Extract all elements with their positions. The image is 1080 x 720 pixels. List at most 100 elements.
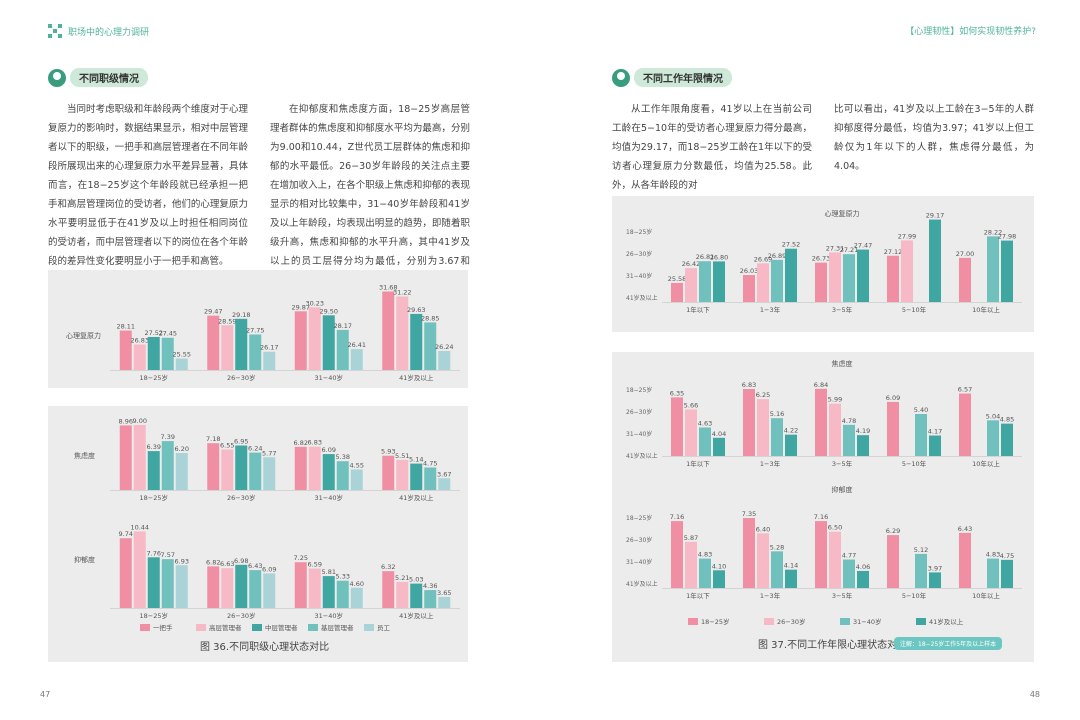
data-label: 9.00 <box>133 417 147 425</box>
bar-tenure-anxiety-2-0 <box>815 388 827 456</box>
bar-rank-depression-2-1 <box>308 568 321 608</box>
bar-tenure-resilience-4-2 <box>987 236 999 302</box>
bar-rank-depression-0-3 <box>161 559 174 608</box>
data-label: 5.38 <box>336 453 350 461</box>
legend-tenure: 18−25岁 26−30岁 31−40岁 41岁及以上 <box>688 617 964 626</box>
data-label: 5.87 <box>684 534 698 542</box>
bar-tenure-anxiety-1-2 <box>771 418 783 456</box>
chart-panel-tenure-resilience: 心理复原力 25.58 26.42 26.81 26.80 1年以下 26.03 26.69 2… <box>612 196 1034 332</box>
bar-rank-depression-3-4 <box>438 596 451 608</box>
data-label: 6.55 <box>220 442 234 450</box>
right-section-heading: 不同工作年限情况 <box>612 68 732 87</box>
bar-rank-anxiety-3-4 <box>438 478 451 490</box>
bar-rank-resilience-2-1 <box>308 307 321 370</box>
data-label: 31.22 <box>393 289 412 297</box>
x-tick-label: 5−10年 <box>902 459 927 468</box>
bar-tenure-anxiety-1-0 <box>743 388 755 456</box>
bar-tenure-anxiety-4-0 <box>959 393 971 456</box>
data-label: 27.47 <box>854 242 873 250</box>
bar-tenure-anxiety-4-2 <box>987 420 999 456</box>
x-tick-label: 1年以下 <box>686 591 710 600</box>
bar-tenure-resilience-2-3 <box>857 249 869 302</box>
bar-tenure-depression-2-0 <box>815 521 827 588</box>
data-label: 27.00 <box>956 250 975 258</box>
data-label: 5.12 <box>914 546 928 554</box>
header-left-title: 职场中的心理力调研 <box>68 27 150 38</box>
data-label: 5.03 <box>409 576 423 584</box>
y-tick-label: 31−40岁 <box>626 558 652 566</box>
bar-rank-depression-1-2 <box>235 564 248 608</box>
note-tag: 注解：18−25岁工作5年及以上样本 <box>894 637 1003 650</box>
legend-label: 基层管理者 <box>321 623 354 632</box>
data-label: 7.35 <box>742 510 756 518</box>
data-label: 28.85 <box>421 314 440 322</box>
data-label: 4.19 <box>856 427 870 435</box>
data-label: 6.83 <box>742 381 756 389</box>
bar-rank-anxiety-2-1 <box>308 446 321 490</box>
x-tick-label: 10年以上 <box>972 305 1000 314</box>
data-label: 30.23 <box>305 299 324 307</box>
chart-panel-rank-resilience: 心理复原力 28.11 26.83 27.52 27.45 25.55 18−25岁 29.4… <box>48 270 468 388</box>
x-tick-label: 5−10年 <box>902 305 927 314</box>
chart-panel-tenure-emotion: 焦虑度 6.35 5.66 4.63 4.04 1年以下 6.83 6.25 5.16 4.22 1… <box>612 352 1034 662</box>
x-tick-label: 10年以上 <box>972 591 1000 600</box>
bar-tenure-depression-3-2 <box>915 553 927 588</box>
legend-label: 高层管理者 <box>209 623 242 632</box>
bar-rank-resilience-3-0 <box>382 291 395 370</box>
data-label: 6.35 <box>670 389 684 397</box>
data-label: 28.59 <box>218 317 237 325</box>
data-label: 6.82 <box>294 439 308 447</box>
data-label: 6.98 <box>234 557 248 565</box>
person-icon <box>48 68 66 87</box>
legend-swatch <box>252 624 262 631</box>
data-label: 6.29 <box>886 527 900 535</box>
data-label: 7.25 <box>294 554 308 562</box>
right-paragraph-1: 从工作年限角度看，41岁以上在当前公司工龄在5−10年的受访者心理复原力得分最高… <box>612 104 812 191</box>
data-label: 6.40 <box>756 525 770 533</box>
bar-tenure-resilience-0-2 <box>699 261 711 302</box>
bar-rank-resilience-0-4 <box>175 358 188 370</box>
data-label: 5.14 <box>409 456 423 464</box>
bar-tenure-resilience-4-3 <box>1001 240 1013 302</box>
x-tick-label: 31−40岁 <box>315 493 344 502</box>
x-tick-label: 31−40岁 <box>315 373 344 382</box>
bar-tenure-resilience-2-0 <box>815 262 827 302</box>
chart-tenure-resilience: 心理复原力25.5826.4226.8126.801年以下26.0326.692… <box>626 209 1022 314</box>
data-label: 7.16 <box>670 513 684 521</box>
right-figure-caption: 图 37.不同工作年限心理状态对比 <box>758 640 908 651</box>
x-tick-label: 1年以下 <box>686 459 710 468</box>
bar-rank-depression-2-2 <box>322 576 335 608</box>
bar-rank-anxiety-0-3 <box>161 441 174 490</box>
data-label: 7.76 <box>147 549 161 557</box>
data-label: 6.59 <box>308 561 322 569</box>
data-label: 7.57 <box>161 551 175 559</box>
bar-rank-depression-3-1 <box>396 581 409 608</box>
x-tick-label: 18−25岁 <box>140 373 169 382</box>
legend-label: 18−25岁 <box>701 617 730 626</box>
bar-tenure-depression-1-3 <box>785 569 797 588</box>
data-label: 25.55 <box>172 351 191 359</box>
bar-tenure-resilience-0-3 <box>713 261 725 302</box>
bar-rank-depression-1-1 <box>221 568 234 608</box>
data-label: 5.04 <box>986 412 1000 420</box>
x-tick-label: 3−5年 <box>832 459 853 468</box>
bar-tenure-depression-4-0 <box>959 532 971 588</box>
data-label: 6.32 <box>381 563 395 571</box>
bar-tenure-anxiety-3-2 <box>915 414 927 456</box>
right-paragraph-2: 比可以看出，41岁及以上工龄在3−5年的人群抑郁度得分最低，均值为3.97；41… <box>834 104 1034 172</box>
bar-tenure-anxiety-0-1 <box>685 409 697 456</box>
data-label: 4.04 <box>712 430 726 438</box>
x-tick-label: 1年以下 <box>686 305 710 314</box>
bar-rank-anxiety-1-0 <box>207 443 220 490</box>
chart-tenure-anxiety: 焦虑度 6.355.66 4.634.04 1年以下 6.836.25 5.16 4.22 1… <box>626 359 1022 468</box>
x-tick-label: 1−3年 <box>760 305 781 314</box>
bar-tenure-anxiety-1-1 <box>757 399 769 456</box>
bar-rank-anxiety-0-2 <box>147 451 160 490</box>
data-label: 4.77 <box>842 552 856 560</box>
left-section-heading: 不同职级情况 <box>48 68 148 87</box>
data-label: 6.39 <box>147 443 161 451</box>
y-tick-label: 41岁及以上 <box>626 580 658 588</box>
legend-swatch <box>764 618 774 625</box>
data-label: 6.50 <box>828 524 842 532</box>
legend-swatch <box>196 624 206 631</box>
